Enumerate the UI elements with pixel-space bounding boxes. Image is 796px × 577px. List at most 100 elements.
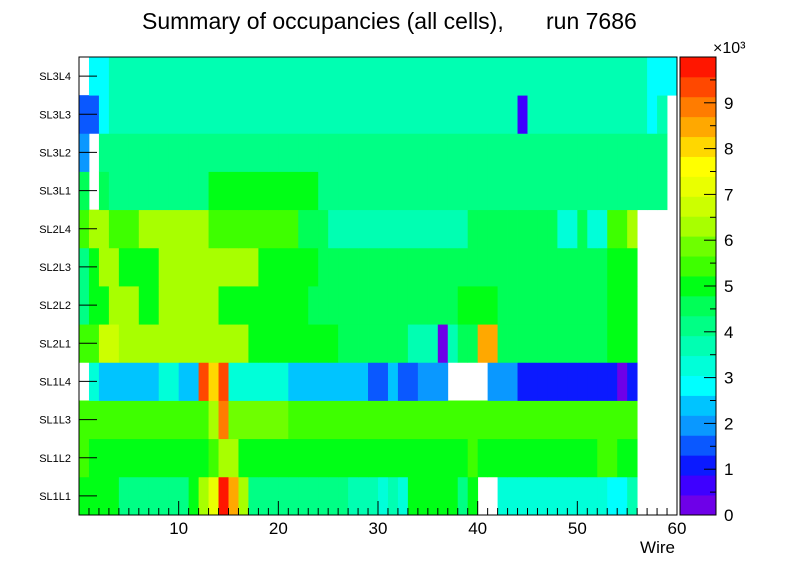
heatmap-cell [228, 286, 239, 325]
heatmap-cell [607, 438, 618, 478]
heatmap-cell [288, 286, 299, 325]
heatmap-cell [567, 57, 578, 96]
heatmap-cell [318, 362, 329, 401]
heatmap-cell [328, 362, 339, 401]
heatmap-cell [228, 209, 239, 249]
heatmap-cell [657, 133, 668, 172]
heatmap-cell [208, 95, 219, 134]
heatmap-cell [278, 57, 289, 96]
heatmap-cell [308, 171, 319, 211]
heatmap-cell [118, 57, 130, 96]
heatmap-cell [517, 400, 528, 440]
heatmap-cell [178, 476, 190, 516]
heatmap-cell [487, 286, 498, 325]
heatmap-cell [348, 476, 359, 516]
heatmap-cell [158, 133, 170, 172]
palette-swatch [680, 455, 716, 476]
heatmap-cell [238, 171, 249, 211]
heatmap-cell [497, 362, 508, 401]
heatmap-cell [228, 95, 239, 134]
palette-swatch [680, 57, 716, 78]
heatmap-cell [517, 57, 528, 96]
heatmap-cell [547, 476, 558, 516]
heatmap-cell [248, 286, 259, 325]
heatmap-cell [338, 438, 349, 478]
heatmap-cell [557, 133, 568, 172]
heatmap-cell [198, 438, 209, 478]
heatmap-cell [447, 286, 459, 325]
heatmap-cell [397, 95, 409, 134]
heatmap-cell [118, 438, 130, 478]
palette-swatch [680, 315, 716, 337]
heatmap-cell [328, 400, 339, 440]
heatmap-cell [98, 438, 110, 478]
heatmap-cell [547, 209, 558, 249]
heatmap-cell [158, 400, 170, 440]
color-tick-label: 5 [724, 277, 733, 296]
heatmap-cell [517, 438, 528, 478]
heatmap-cell [178, 324, 190, 363]
heatmap-cell [318, 133, 329, 172]
color-tick-label: 6 [724, 231, 733, 250]
heatmap-cell [497, 400, 508, 440]
heatmap-cell [178, 247, 190, 287]
heatmap-cell [517, 133, 528, 172]
heatmap-cell [148, 400, 160, 440]
heatmap-cell [248, 133, 259, 172]
heatmap-cell [198, 95, 209, 134]
heatmap-cell [138, 247, 150, 287]
heatmap-cell [397, 400, 409, 440]
heatmap-cell [497, 286, 508, 325]
palette-swatch [680, 355, 716, 377]
heatmap-cell [527, 133, 538, 172]
heatmap-cell [268, 95, 279, 134]
heatmap-cell [248, 171, 259, 211]
heatmap-cell [128, 400, 140, 440]
heatmap-cell [647, 171, 658, 211]
heatmap-cell [567, 438, 578, 478]
heatmap-cell [278, 476, 289, 516]
heatmap-cell [527, 286, 538, 325]
heatmap-cell [597, 247, 608, 287]
heatmap-cell [477, 171, 489, 211]
heatmap-cell [338, 209, 349, 249]
heatmap-cell [417, 95, 429, 134]
x-tick-label: 40 [468, 519, 487, 538]
heatmap-cell [328, 324, 339, 363]
heatmap-cell [607, 133, 618, 172]
heatmap-cell [288, 476, 299, 516]
heatmap-cell [168, 324, 180, 363]
heatmap-cell [258, 286, 269, 325]
heatmap-cell [457, 324, 469, 363]
heatmap-cell [308, 400, 319, 440]
heatmap-cell [477, 247, 489, 287]
heatmap-cell [118, 209, 130, 249]
heatmap-cell [607, 171, 618, 211]
heatmap-cell [557, 476, 568, 516]
heatmap-cell [358, 286, 369, 325]
heatmap-cell [178, 95, 190, 134]
heatmap-cell [238, 209, 249, 249]
x-tick-label: 60 [668, 519, 687, 538]
heatmap-cell [338, 400, 349, 440]
heatmap-cell [358, 438, 369, 478]
heatmap-cell [108, 476, 120, 516]
heatmap-cell [447, 209, 459, 249]
heatmap-cell [248, 400, 259, 440]
heatmap-cell [238, 57, 249, 96]
heatmap-cell [218, 324, 229, 363]
heatmap-cell [198, 400, 209, 440]
heatmap-cell [577, 286, 588, 325]
heatmap-cell [188, 324, 199, 363]
heatmap-cell [557, 95, 568, 134]
heatmap-cell [158, 362, 170, 401]
heatmap-cell [168, 438, 180, 478]
heatmap-cell [98, 171, 110, 211]
heatmap-cell [188, 247, 199, 287]
heatmap-cell [218, 209, 229, 249]
heatmap-cell [258, 324, 269, 363]
heatmap-cell [108, 57, 120, 96]
heatmap-cell [627, 95, 638, 134]
heatmap-cell [168, 171, 180, 211]
heatmap-cell [368, 247, 379, 287]
